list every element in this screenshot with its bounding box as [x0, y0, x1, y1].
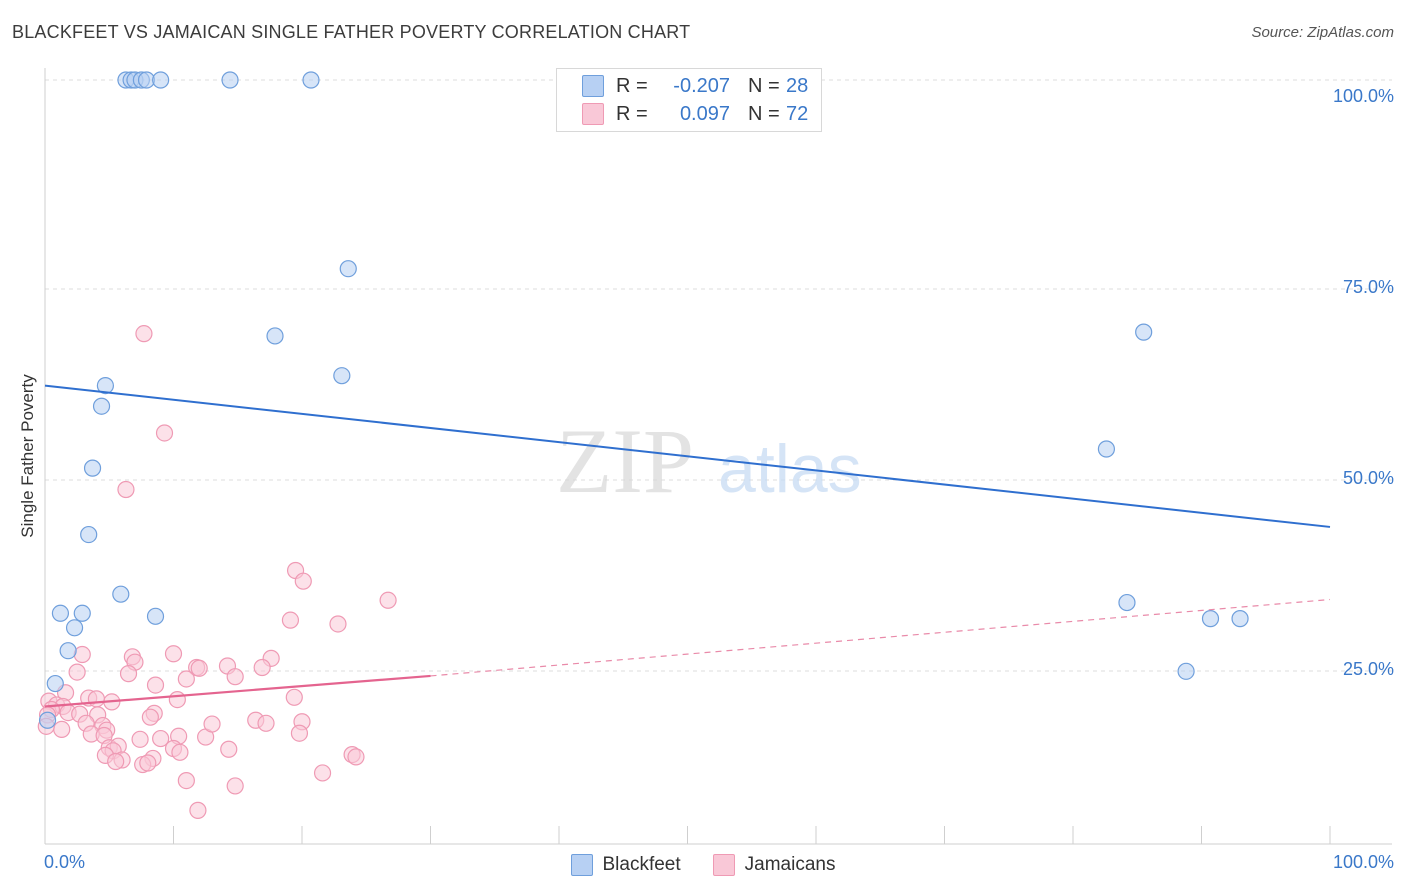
jamaicans-point — [139, 754, 157, 772]
blackfeet-point — [1231, 610, 1249, 628]
blackfeet-point — [73, 604, 91, 622]
chart-title: BLACKFEET VS JAMAICAN SINGLE FATHER POVE… — [12, 22, 691, 42]
legend-label-jamaicans: Jamaicans — [744, 854, 836, 875]
jamaicans-point — [119, 665, 138, 683]
jamaicans-point — [285, 688, 303, 706]
blackfeet-point — [80, 525, 98, 544]
jamaicans-point — [164, 645, 183, 663]
jamaicans-points — [37, 325, 397, 819]
series-legend: Blackfeet Jamaicans — [0, 851, 1406, 879]
blackfeet-point — [1118, 593, 1136, 612]
jamaicans-trend-line — [44, 674, 431, 708]
jamaicans-point — [190, 659, 208, 677]
blackfeet-point — [92, 397, 111, 415]
jamaicans-point — [203, 715, 221, 733]
blackfeet-point — [96, 377, 114, 395]
y-tick-label: 100.0% — [1332, 86, 1394, 106]
source-label: Source: ZipAtlas.com — [1251, 24, 1394, 41]
jamaicans-point — [53, 720, 71, 739]
blackfeet-point — [1201, 610, 1220, 628]
watermark-atlas: atlas — [718, 431, 862, 507]
jamaicans-point — [87, 690, 106, 708]
legend-row-blackfeet: R = -0.207 N = 28 — [557, 72, 808, 100]
jamaicans-point — [189, 801, 207, 819]
legend-item-blackfeet: Blackfeet — [570, 854, 681, 876]
blackfeet-point — [83, 459, 102, 477]
jamaicans-point — [135, 325, 153, 343]
blackfeet-point — [152, 71, 170, 89]
y-tick-label: 75.0% — [1342, 277, 1394, 297]
jamaicans-point — [68, 663, 86, 681]
x-tick-label-max: 100.0% — [1332, 852, 1394, 872]
gridlines — [45, 79, 1392, 672]
jamaicans-point — [379, 591, 397, 609]
blackfeet-point — [339, 260, 357, 278]
blackfeet-swatch — [570, 854, 593, 876]
blackfeet-point — [38, 711, 57, 729]
blackfeet-trend-line — [44, 384, 1331, 528]
blackfeet-point — [51, 604, 70, 622]
blackfeet-point — [302, 71, 320, 89]
jamaicans-trend-extension — [430, 598, 1331, 677]
y-axis-label: Single Father Poverty — [18, 374, 37, 538]
jamaicans-point — [220, 740, 238, 758]
n-value: 72 — [786, 102, 809, 125]
watermark-zip: ZIP — [556, 410, 694, 512]
blackfeet-point — [266, 327, 284, 345]
watermark: ZIP atlas — [556, 410, 862, 512]
jamaicans-point — [313, 764, 332, 782]
legend-item-jamaicans: Jamaicans — [712, 854, 836, 876]
jamaicans-point — [141, 708, 159, 726]
trend-lines — [44, 384, 1331, 708]
legend-label-blackfeet: Blackfeet — [602, 854, 681, 875]
jamaicans-point — [155, 424, 174, 442]
blackfeet-swatch — [582, 75, 604, 97]
jamaicans-swatch — [712, 854, 735, 876]
jamaicans-point — [329, 615, 347, 633]
blackfeet-point — [1177, 662, 1195, 680]
jamaicans-point — [177, 670, 195, 688]
jamaicans-point — [177, 771, 195, 790]
blackfeet-point — [1097, 440, 1116, 458]
jamaicans-point — [257, 714, 275, 732]
jamaicans-point — [294, 572, 312, 590]
jamaicans-point — [73, 645, 91, 664]
blackfeet-point — [112, 585, 130, 603]
jamaicans-point — [152, 729, 170, 748]
jamaicans-point — [131, 730, 149, 748]
r-label: R = — [616, 102, 648, 125]
blackfeet-point — [65, 619, 84, 637]
jamaicans-point — [281, 611, 300, 629]
jamaicans-swatch — [582, 103, 604, 125]
blackfeet-point — [46, 674, 64, 693]
blackfeet-point — [146, 607, 165, 625]
n-label: N = — [748, 74, 780, 97]
r-value: -0.207 — [673, 74, 730, 97]
legend-row-jamaicans: R = 0.097 N = 72 — [557, 100, 808, 128]
blackfeet-points — [38, 71, 1249, 729]
n-value: 28 — [786, 74, 809, 97]
blackfeet-point — [1135, 323, 1153, 341]
y-tick-label: 50.0% — [1342, 468, 1394, 488]
blackfeet-point — [59, 642, 77, 660]
jamaicans-point — [146, 676, 165, 694]
blackfeet-point — [221, 71, 239, 89]
jamaicans-point — [117, 480, 135, 499]
jamaicans-point — [226, 668, 244, 686]
jamaicans-point — [253, 658, 271, 677]
jamaicans-point — [226, 777, 244, 795]
r-value: 0.097 — [679, 102, 730, 125]
jamaicans-point — [107, 752, 125, 771]
y-tick-label: 25.0% — [1342, 659, 1394, 679]
jamaicans-point — [290, 724, 309, 742]
jamaicans-point — [171, 743, 189, 761]
x-tick-label-min: 0.0% — [44, 852, 86, 872]
r-label: R = — [616, 74, 648, 97]
blackfeet-point — [333, 367, 351, 385]
stats-legend: R = -0.207 N = 28 R = 0.097 N = 72 — [556, 68, 822, 132]
jamaicans-point — [347, 748, 365, 766]
jamaicans-point — [168, 691, 186, 709]
n-label: N = — [748, 102, 780, 125]
